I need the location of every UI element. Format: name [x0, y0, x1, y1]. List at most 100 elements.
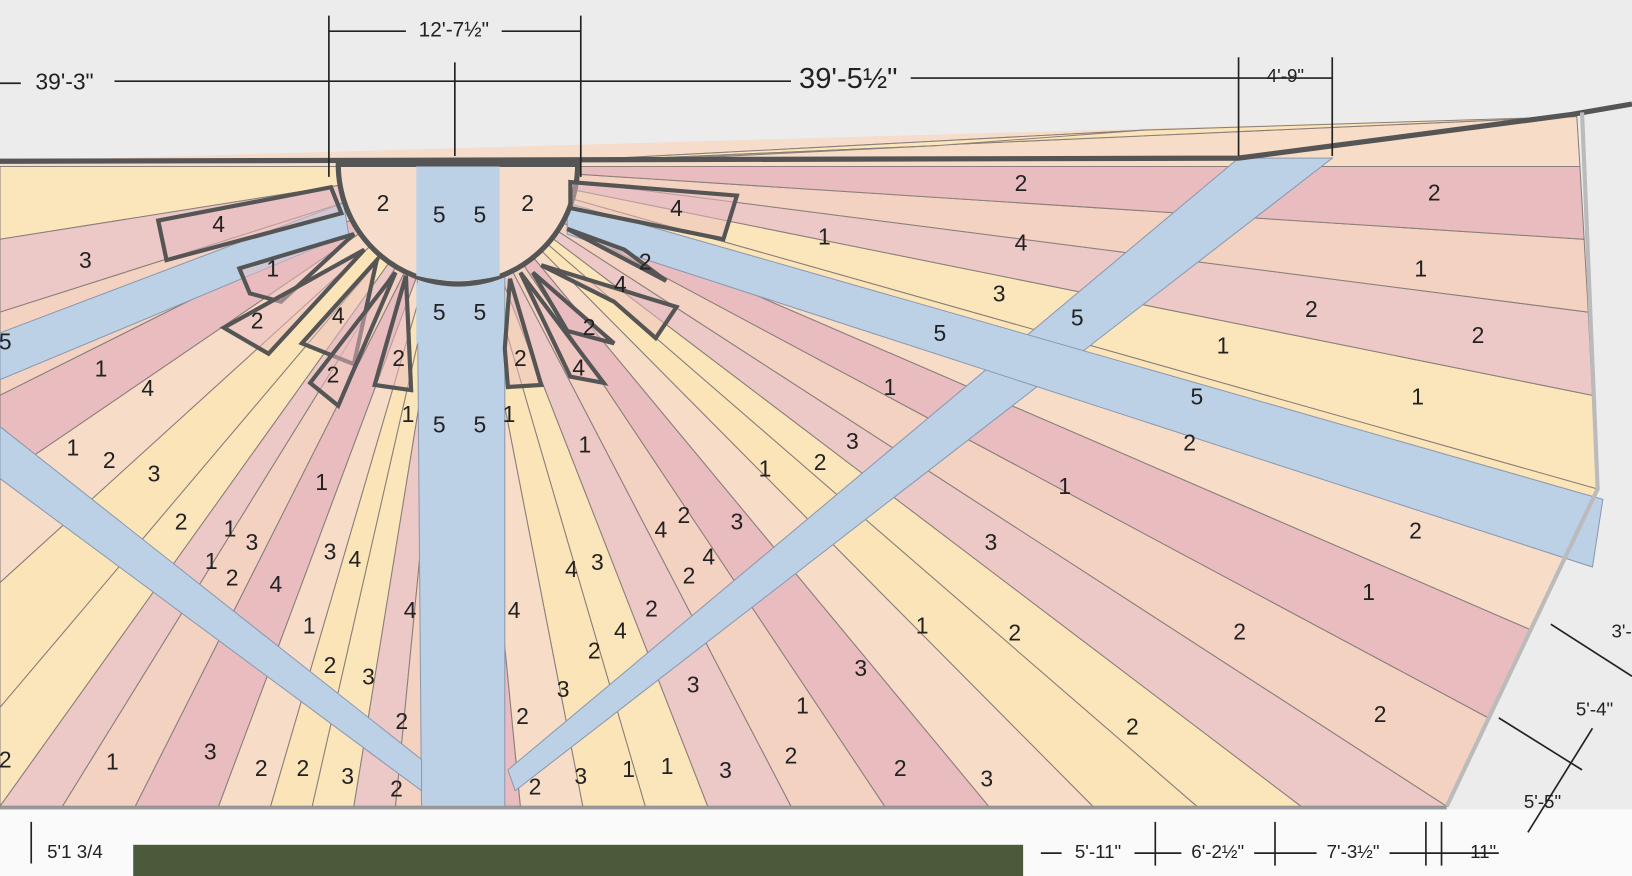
- zone-label: 2: [255, 755, 268, 781]
- zone-label: 3: [854, 655, 867, 681]
- dimension: 5'-11": [1075, 841, 1121, 862]
- zone-label: 1: [796, 693, 809, 719]
- zone-label: 2: [583, 314, 596, 340]
- zone-label: 5: [933, 320, 946, 346]
- zone-label: 3: [993, 281, 1006, 307]
- zone-label: 1: [1362, 579, 1375, 605]
- zone-label: 1: [95, 355, 108, 381]
- zone-label: 3: [79, 247, 92, 273]
- zone-label: 3: [246, 529, 259, 555]
- zone-label: 2: [521, 190, 534, 216]
- zone-label: 3: [148, 461, 161, 487]
- zone-label: 2: [1233, 619, 1246, 645]
- page: 39'-3" 12'-7½" 39'-5½" 4'-9" 3'- 5'-4" 5…: [0, 0, 1632, 876]
- zone-label: 5: [433, 299, 446, 325]
- zone-label: 5: [433, 201, 446, 227]
- zone-label: 3: [984, 529, 997, 555]
- zone-label: 2: [1428, 180, 1441, 206]
- zone-label: 1: [884, 374, 897, 400]
- zone-label: 2: [645, 596, 658, 622]
- zone-label: 4: [332, 302, 345, 328]
- zone-label: 2: [392, 345, 405, 371]
- zone-label: 2: [0, 747, 12, 773]
- zone-label: 1: [266, 256, 279, 282]
- zone-label: 2: [175, 508, 188, 534]
- zone-label: 2: [1305, 296, 1318, 322]
- edge: [0, 806, 1447, 809]
- zone-label: 5: [473, 412, 486, 438]
- walkway: [416, 283, 499, 343]
- zone-label: 2: [1183, 429, 1196, 455]
- zone-label: 2: [324, 652, 337, 678]
- zone-label: 1: [1058, 473, 1071, 499]
- zone-label: 3: [846, 428, 859, 454]
- zone-label: 4: [614, 271, 627, 297]
- site-plan: 39'-3" 12'-7½" 39'-5½" 4'-9" 3'- 5'-4" 5…: [0, 0, 1632, 876]
- zone-label: 3: [574, 763, 587, 789]
- zone-label: 4: [1015, 230, 1028, 256]
- dimension: 39'-5½": [799, 63, 898, 95]
- zone-label: 2: [639, 248, 652, 274]
- zone-label: 3: [719, 757, 732, 783]
- zone-label: 1: [205, 548, 218, 574]
- dimension: 5'1 3/4: [47, 841, 103, 862]
- zone-label: 3: [731, 508, 744, 534]
- zone-label: 1: [661, 753, 674, 779]
- zone-label: 4: [655, 517, 668, 543]
- zone-label: 1: [315, 469, 328, 495]
- zone-label: 1: [503, 401, 516, 427]
- zone-label: 1: [224, 516, 237, 542]
- zone-label: 4: [269, 571, 282, 597]
- zone-label: 2: [103, 447, 116, 473]
- zone-label: 1: [1414, 256, 1427, 282]
- zone-label: 3: [591, 549, 604, 575]
- zone-label: 5: [473, 201, 486, 227]
- zone-label: 3: [204, 738, 217, 764]
- zone-label: 2: [1472, 322, 1485, 348]
- zone-label: 4: [404, 597, 417, 623]
- dimension: 39'-3": [35, 68, 93, 94]
- zone-label: 4: [670, 195, 683, 221]
- zone-label: 3: [362, 663, 375, 689]
- zone-label: 5: [1191, 384, 1204, 410]
- zone-label: 2: [297, 755, 310, 781]
- zone-label: 5: [433, 412, 446, 438]
- zone-label: 5: [1071, 304, 1084, 330]
- zone-label: 4: [349, 546, 362, 572]
- zone-label: 2: [390, 776, 403, 802]
- zone-label: 4: [141, 375, 154, 401]
- zone-label: 2: [226, 565, 239, 591]
- zone-label: 5: [0, 328, 12, 354]
- zone-label: 1: [916, 612, 929, 638]
- zone-label: 1: [1411, 384, 1424, 410]
- zone-label: 1: [106, 749, 119, 775]
- zone-label: 2: [395, 708, 408, 734]
- inset-photo: [133, 845, 1023, 876]
- dimension: 11": [1470, 841, 1496, 862]
- zone-label: 1: [579, 431, 592, 457]
- zone-label: 3: [557, 676, 570, 702]
- zone-label: 4: [614, 618, 627, 644]
- dimension: 5'-4": [1576, 699, 1613, 720]
- zone-label: 2: [894, 755, 907, 781]
- zone-label: 2: [1374, 701, 1387, 727]
- zone-label: 2: [516, 703, 529, 729]
- zone-label: 2: [677, 502, 690, 528]
- dimension: 6'-2½": [1191, 841, 1244, 862]
- dimension: 3'-: [1611, 621, 1631, 642]
- zone-label: 3: [980, 765, 993, 791]
- zone-label: 2: [327, 362, 340, 388]
- zone-label: 4: [508, 597, 521, 623]
- zone-label: 1: [66, 434, 79, 460]
- zone-label: 2: [1126, 713, 1139, 739]
- zone-label: 1: [818, 223, 831, 249]
- dimension: 7'-3½": [1327, 841, 1380, 862]
- zone-label: 2: [785, 742, 798, 768]
- zone-label: 2: [251, 308, 264, 334]
- zone-label: 2: [1008, 620, 1021, 646]
- zone-label: 1: [759, 455, 772, 481]
- zone-label: 4: [565, 556, 578, 582]
- zone-label: 4: [702, 544, 715, 570]
- walkway: [416, 166, 499, 280]
- zone-label: 2: [1015, 170, 1028, 196]
